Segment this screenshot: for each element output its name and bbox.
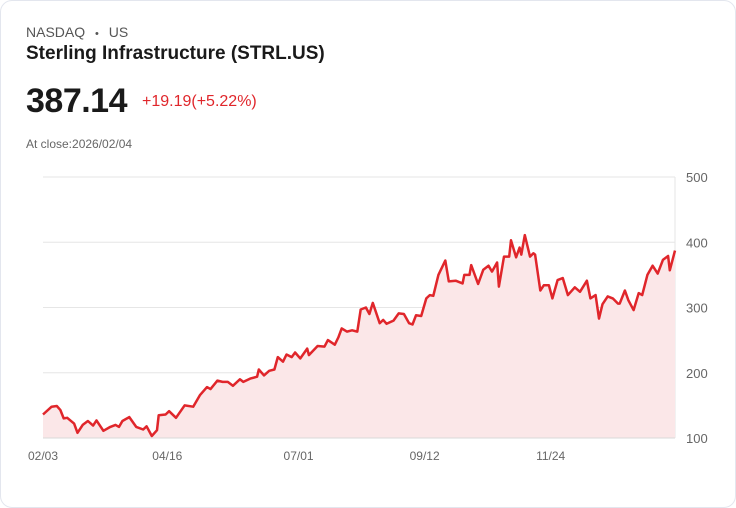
separator-dot: • <box>95 28 99 40</box>
price-change: +19.19(+5.22%) <box>142 93 257 110</box>
x-tick-label: 09/12 <box>410 449 440 463</box>
close-date: At close:2026/02/04 <box>26 137 133 151</box>
price-area-fill <box>43 235 675 438</box>
price-line <box>42 233 677 438</box>
exchange-line: NASDAQ • US <box>26 24 128 40</box>
current-price: 387.14 <box>26 82 128 120</box>
region: US <box>108 24 129 40</box>
stock-title: Sterling Infrastructure (STRL.US) <box>26 43 325 64</box>
exchange-name: NASDAQ <box>26 24 86 40</box>
y-tick-label: 500 <box>686 170 708 185</box>
x-tick-label: 11/24 <box>536 449 565 463</box>
y-tick-label: 300 <box>686 301 708 316</box>
x-tick-label: 04/16 <box>152 449 182 463</box>
y-tick-label: 200 <box>686 366 708 381</box>
y-tick-label: 400 <box>686 235 708 250</box>
y-tick-label: 100 <box>686 431 708 446</box>
x-tick-label: 07/01 <box>284 449 314 463</box>
x-tick-label: 02/03 <box>28 449 58 463</box>
